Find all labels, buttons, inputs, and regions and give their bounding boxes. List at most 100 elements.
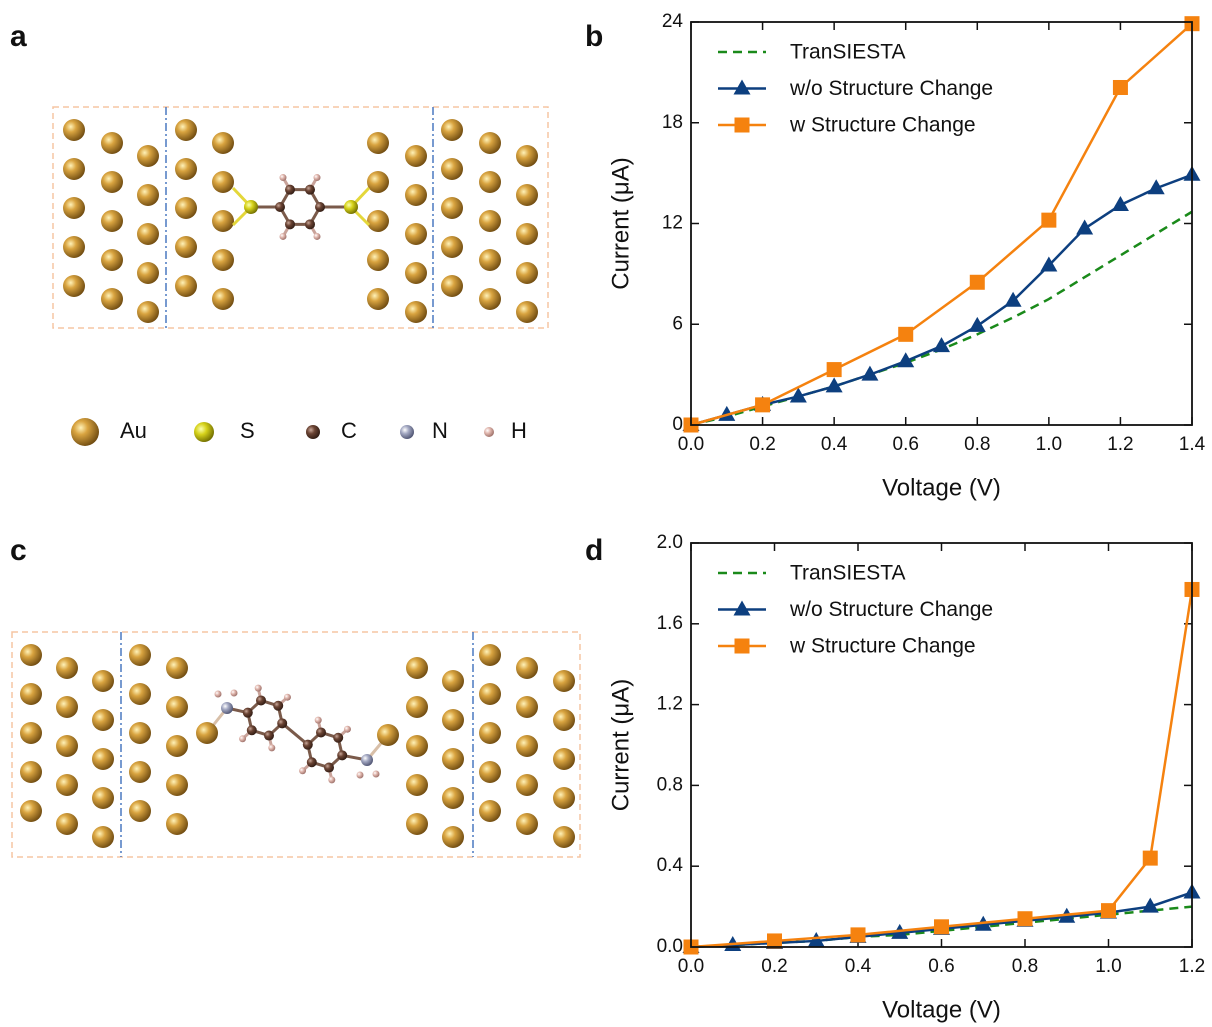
atom xyxy=(479,683,501,705)
atom xyxy=(306,425,320,439)
atom xyxy=(307,757,317,767)
atom xyxy=(166,696,188,718)
atom xyxy=(166,813,188,835)
data-point xyxy=(898,327,913,342)
atom xyxy=(442,787,464,809)
y-tick-label: 24 xyxy=(662,11,684,32)
data-point xyxy=(934,919,949,934)
atom xyxy=(212,249,234,271)
atom xyxy=(405,301,427,323)
atom xyxy=(484,427,494,437)
atom xyxy=(212,171,234,193)
atom xyxy=(255,685,262,692)
atom xyxy=(344,726,351,733)
atom xyxy=(101,288,123,310)
atom-label: N xyxy=(432,418,448,443)
atom xyxy=(516,774,538,796)
x-tick-label: 0.4 xyxy=(821,434,848,455)
atom xyxy=(516,184,538,206)
panel-label: d xyxy=(585,534,603,567)
atom xyxy=(285,185,295,195)
legend-label: w/o Structure Change xyxy=(789,77,993,100)
y-axis-title: Current (μA) xyxy=(607,679,634,812)
legend-marker xyxy=(735,639,750,654)
atom xyxy=(175,158,197,180)
panel-label: c xyxy=(10,534,27,567)
data-point xyxy=(1101,903,1116,918)
atom xyxy=(516,696,538,718)
atom xyxy=(92,709,114,731)
x-tick-label: 0.4 xyxy=(845,956,872,977)
atom xyxy=(194,422,214,442)
atom xyxy=(56,813,78,835)
atom xyxy=(137,223,159,245)
x-tick-label: 0.8 xyxy=(1012,956,1038,977)
atom xyxy=(166,774,188,796)
x-tick-label: 0.6 xyxy=(928,956,954,977)
atom xyxy=(400,425,414,439)
y-tick-label: 0 xyxy=(672,414,683,435)
x-tick-label: 0.6 xyxy=(893,434,919,455)
atom xyxy=(166,735,188,757)
atom xyxy=(479,132,501,154)
y-tick-label: 12 xyxy=(662,213,683,234)
panel-label: a xyxy=(10,20,27,53)
atom xyxy=(361,754,373,766)
atom-label: H xyxy=(511,418,527,443)
atom xyxy=(63,158,85,180)
atom xyxy=(305,219,315,229)
data-line xyxy=(691,212,1192,425)
bond xyxy=(282,723,308,744)
legend-label: TranSIESTA xyxy=(790,41,906,64)
atom xyxy=(553,709,575,731)
legend-marker xyxy=(734,601,751,616)
atom xyxy=(406,813,428,835)
atom xyxy=(63,119,85,141)
atom xyxy=(92,748,114,770)
y-axis-title: Current (μA) xyxy=(607,157,634,290)
atom xyxy=(442,709,464,731)
atom xyxy=(405,223,427,245)
data-point xyxy=(933,337,950,352)
atom xyxy=(479,249,501,271)
atom xyxy=(367,210,389,232)
atom xyxy=(137,184,159,206)
atom xyxy=(285,219,295,229)
y-tick-label: 1.2 xyxy=(657,694,683,715)
x-tick-label: 0.0 xyxy=(678,434,704,455)
data-point xyxy=(827,362,842,377)
page: a b c d Au S C N H 0.00.20.40.60.81.01.2… xyxy=(0,0,1212,1027)
data-point xyxy=(1113,80,1128,95)
atom xyxy=(221,702,233,714)
x-tick-label: 0.2 xyxy=(749,434,775,455)
x-axis-title: Voltage (V) xyxy=(882,996,1001,1023)
legend-label: w Structure Change xyxy=(789,114,976,137)
atom xyxy=(101,132,123,154)
legend-label: w/o Structure Change xyxy=(789,598,993,621)
atom xyxy=(441,236,463,258)
atom xyxy=(20,800,42,822)
atom xyxy=(315,717,322,724)
data-point xyxy=(1041,213,1056,228)
atom xyxy=(175,119,197,141)
atom xyxy=(405,262,427,284)
atom xyxy=(479,644,501,666)
atom xyxy=(280,233,287,240)
atom xyxy=(20,644,42,666)
atom xyxy=(315,202,325,212)
x-axis-title: Voltage (V) xyxy=(882,474,1001,501)
atom xyxy=(553,748,575,770)
atom xyxy=(442,748,464,770)
atom xyxy=(256,695,266,705)
data-line xyxy=(691,175,1192,425)
atom xyxy=(479,288,501,310)
atom xyxy=(264,731,274,741)
legend-marker xyxy=(734,80,751,95)
atom xyxy=(516,813,538,835)
atom xyxy=(92,826,114,848)
atom xyxy=(516,145,538,167)
atom xyxy=(405,145,427,167)
atom xyxy=(56,735,78,757)
atom xyxy=(516,262,538,284)
atom xyxy=(357,772,364,779)
